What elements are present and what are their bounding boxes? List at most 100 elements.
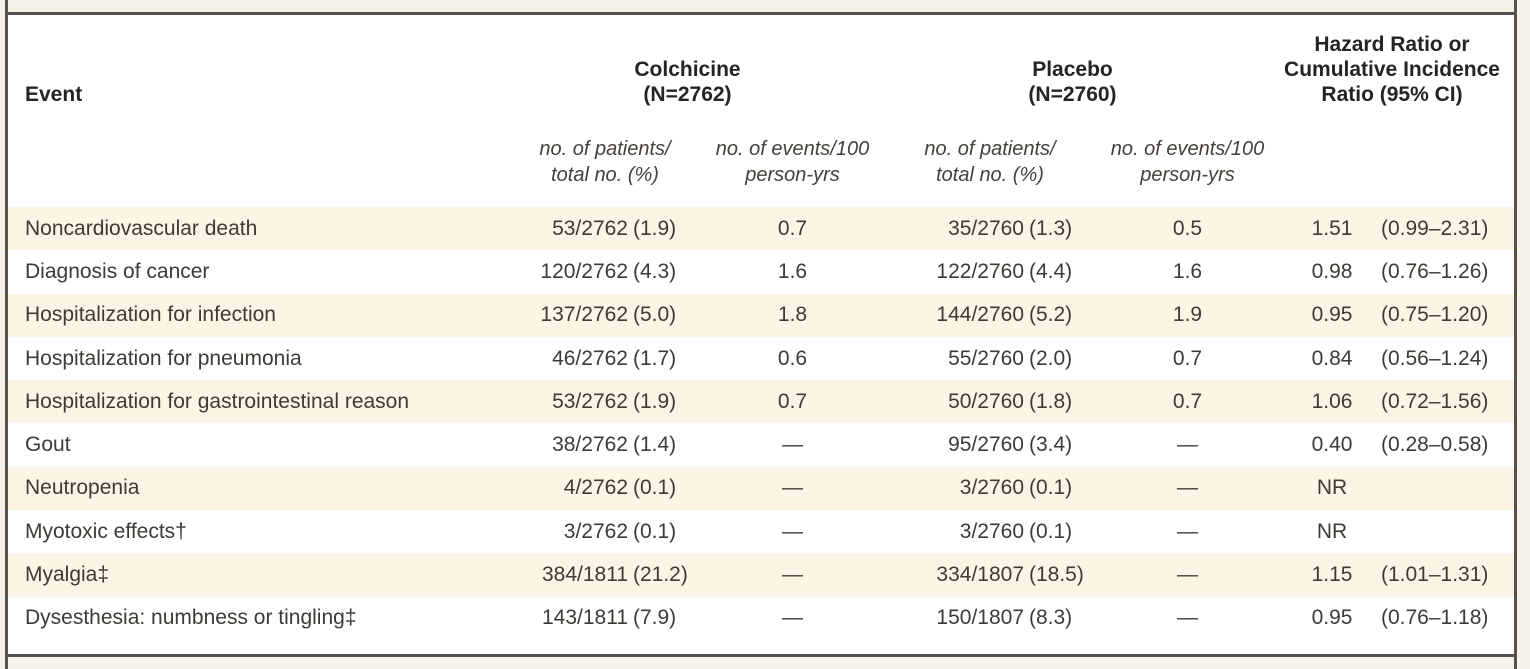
placebo-patients-cell: 144/2760 (5.2) (875, 303, 1105, 327)
value-parenthetical: (18.5) (1029, 563, 1084, 587)
placebo-rate-cell: 0.5 (1172, 216, 1203, 240)
value-number: 3/2760 (959, 519, 1024, 543)
value-parenthetical: (1.3) (1029, 216, 1073, 240)
value-parenthetical: (4.3) (633, 259, 677, 283)
table-row: Hospitalization for gastrointestinal rea… (8, 380, 1514, 424)
value-number: 334/1807 (936, 563, 1024, 587)
event-cell: Myotoxic effects† (25, 519, 187, 543)
value-number: NR (1316, 519, 1348, 543)
hazard-ratio-cell: NR (1270, 476, 1514, 500)
placebo-group-name: Placebo (1032, 58, 1113, 81)
colchicine-group-name: Colchicine (634, 58, 741, 81)
value-number: 0.84 (1311, 346, 1353, 370)
placebo-patients-cell: 334/1807 (18.5) (875, 563, 1105, 587)
value-parenthetical: (0.76–1.26) (1381, 259, 1489, 283)
value-parenthetical: (0.1) (1029, 476, 1073, 500)
colchicine-rate-cell: 1.8 (777, 303, 808, 327)
placebo-patients-subheader: no. of patients/ total no. (%) (924, 138, 1056, 186)
column-header-event: Event (25, 83, 83, 106)
colchicine-patients-cell: 120/2762 (4.3) (500, 260, 710, 284)
hazard-ratio-cell: 1.51 (0.99–2.31) (1270, 217, 1514, 241)
value-parenthetical: (3.4) (1029, 433, 1073, 457)
placebo-patients-cell: 3/2760 (0.1) (875, 476, 1105, 500)
colchicine-rate-cell: 1.6 (777, 259, 808, 283)
value-parenthetical: (1.01–1.31) (1381, 563, 1489, 587)
colchicine-patients-cell: 143/1811 (7.9) (500, 606, 710, 630)
value-number: 1.06 (1311, 389, 1353, 413)
event-cell: Noncardiovascular death (25, 216, 258, 240)
colchicine-rate-cell: — (782, 563, 803, 587)
value-number: 0.95 (1311, 606, 1353, 630)
event-cell: Hospitalization for gastrointestinal rea… (25, 389, 410, 413)
value-number: 1.51 (1311, 216, 1353, 240)
value-number: 35/2760 (948, 216, 1024, 240)
placebo-patients-cell: 55/2760 (2.0) (875, 347, 1105, 371)
value-number: 1.15 (1311, 563, 1353, 587)
value-parenthetical: (5.2) (1029, 303, 1073, 327)
table-row: Neutropenia 4/2762 (0.1) —3/2760 (0.1) — NR (8, 466, 1514, 511)
value-parenthetical: (0.28–0.58) (1381, 433, 1489, 457)
table-row: Hospitalization for infection 137/2762 (5.… (8, 293, 1514, 337)
colchicine-rate-cell: — (782, 476, 803, 500)
value-parenthetical: (0.76–1.18) (1381, 606, 1489, 630)
colchicine-rate-cell: 0.7 (777, 389, 808, 413)
value-number: 0.95 (1311, 303, 1353, 327)
colchicine-patients-cell: 38/2762 (1.4) (500, 433, 710, 457)
colchicine-rate-cell: 0.6 (777, 346, 808, 370)
colchicine-patients-cell: 46/2762 (1.7) (500, 347, 710, 371)
value-number: 4/2762 (563, 476, 628, 500)
table-header-group-row: Event Colchicine (N=2762) Placebo (N=276… (8, 15, 1514, 111)
value-number: 0.40 (1311, 433, 1353, 457)
placebo-patients-cell: 35/2760 (1.3) (875, 217, 1105, 241)
value-number: 150/1807 (936, 606, 1024, 630)
colchicine-rate-cell: — (782, 519, 803, 543)
table-row: Diagnosis of cancer 120/2762 (4.3) 1.6 122/2… (8, 250, 1514, 293)
value-number: 50/2760 (948, 389, 1024, 413)
adverse-events-table: Event Colchicine (N=2762) Placebo (N=276… (8, 12, 1514, 657)
colchicine-rate-cell: 0.7 (777, 216, 808, 240)
hazard-ratio-cell: 0.40 (0.28–0.58) (1270, 433, 1514, 457)
colchicine-patients-cell: 53/2762 (1.9) (500, 390, 710, 414)
colchicine-events-subheader: no. of events/100 person-yrs (715, 138, 870, 186)
placebo-group-n: (N=2760) (1028, 83, 1117, 106)
event-cell: Gout (25, 433, 71, 457)
event-cell: Neutropenia (25, 476, 140, 500)
value-parenthetical: (2.0) (1029, 346, 1073, 370)
placebo-rate-cell: — (1177, 563, 1198, 587)
value-number: 55/2760 (948, 346, 1024, 370)
value-number: 38/2762 (552, 433, 628, 457)
value-parenthetical: (0.56–1.24) (1381, 346, 1489, 370)
placebo-rate-cell: — (1177, 606, 1198, 630)
event-cell: Diagnosis of cancer (25, 259, 210, 283)
placebo-patients-cell: 95/2760 (3.4) (875, 433, 1105, 457)
hazard-ratio-cell: 0.98 (0.76–1.26) (1270, 260, 1514, 284)
placebo-events-subheader: no. of events/100 person-yrs (1110, 138, 1265, 186)
column-header-hazard-ratio: Hazard Ratio or Cumulative Incidence Rat… (1284, 33, 1500, 106)
colchicine-rate-cell: — (782, 606, 803, 630)
value-parenthetical: (8.3) (1029, 606, 1073, 630)
colchicine-patients-cell: 4/2762 (0.1) (500, 476, 710, 500)
value-number: 46/2762 (552, 346, 628, 370)
value-number: 53/2762 (552, 216, 628, 240)
table-row: Dysesthesia: numbness or tingling‡ 143/18… (8, 597, 1514, 640)
value-number: 384/1811 (541, 563, 628, 587)
value-parenthetical: (0.1) (1029, 519, 1073, 543)
value-number: NR (1316, 476, 1348, 500)
column-group-placebo: Placebo (N=2760) (875, 57, 1270, 107)
value-parenthetical: (1.9) (633, 389, 677, 413)
hazard-ratio-cell: 0.95 (0.75–1.20) (1270, 303, 1514, 327)
value-parenthetical: (21.2) (633, 563, 688, 587)
value-number: 122/2760 (936, 259, 1024, 283)
column-group-colchicine: Colchicine (N=2762) (500, 57, 875, 107)
table-row: Myotoxic effects† 3/2762 (0.1) —3/2760 (0.1)… (8, 510, 1514, 553)
placebo-patients-cell: 50/2760 (1.8) (875, 390, 1105, 414)
colchicine-patients-cell: 53/2762 (1.9) (500, 217, 710, 241)
value-parenthetical: (1.8) (1029, 389, 1073, 413)
value-number: 3/2762 (563, 519, 628, 543)
value-parenthetical: (0.75–1.20) (1381, 303, 1489, 327)
value-number: 120/2762 (540, 259, 628, 283)
value-parenthetical: (0.99–2.31) (1381, 216, 1489, 240)
event-cell: Dysesthesia: numbness or tingling‡ (25, 606, 357, 630)
hazard-ratio-cell: 1.06 (0.72–1.56) (1270, 390, 1514, 414)
